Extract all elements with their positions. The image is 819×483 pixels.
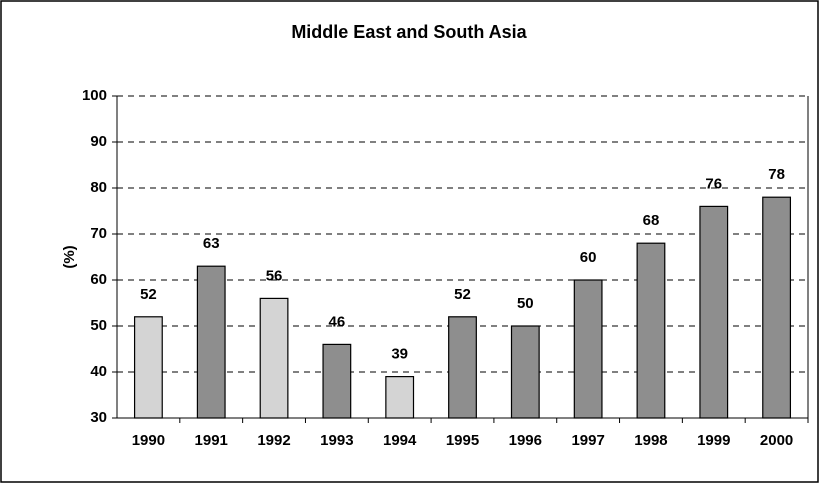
- x-tick-label: 1997: [571, 432, 604, 449]
- bar: [762, 196, 792, 419]
- y-tick-label: 30: [90, 409, 107, 426]
- x-tick-label: 1991: [195, 432, 228, 449]
- value-label: 50: [517, 295, 534, 312]
- value-label: 76: [705, 175, 722, 192]
- bar: [573, 279, 603, 419]
- y-tick-label: 90: [90, 133, 107, 150]
- y-tick-label: 40: [90, 363, 107, 380]
- value-label: 63: [203, 235, 220, 252]
- y-tick-label: 100: [82, 87, 107, 104]
- y-axis-label: (%): [61, 245, 78, 268]
- x-tick-label: 1998: [634, 432, 667, 449]
- x-tick-label: 1992: [257, 432, 290, 449]
- bar: [510, 325, 540, 419]
- bar: [133, 316, 163, 419]
- x-tick-label: 1990: [132, 432, 165, 449]
- value-label: 39: [391, 346, 408, 363]
- y-tick-label: 50: [90, 317, 107, 334]
- y-tick-label: 70: [90, 225, 107, 242]
- value-label: 56: [266, 267, 283, 284]
- x-tick-label: 2000: [760, 432, 793, 449]
- bar: [385, 376, 415, 419]
- bar: [448, 316, 477, 419]
- value-label: 52: [454, 286, 471, 303]
- value-label: 46: [329, 313, 346, 330]
- value-label: 60: [580, 249, 597, 266]
- value-label: 68: [643, 212, 660, 229]
- bar: [259, 297, 289, 419]
- bar: [636, 242, 666, 419]
- x-tick-label: 1999: [697, 432, 730, 449]
- y-tick-label: 60: [90, 271, 107, 288]
- bar: [699, 205, 729, 419]
- x-tick-label: 1993: [320, 432, 353, 449]
- x-tick-label: 1996: [509, 432, 542, 449]
- bar: [322, 343, 352, 419]
- y-tick-label: 80: [90, 179, 107, 196]
- value-label: 52: [140, 286, 157, 303]
- bar: [196, 265, 226, 419]
- value-label: 78: [768, 166, 785, 183]
- x-tick-label: 1994: [383, 432, 417, 449]
- chart-title: Middle East and South Asia: [291, 22, 527, 42]
- x-tick-label: 1995: [446, 432, 479, 449]
